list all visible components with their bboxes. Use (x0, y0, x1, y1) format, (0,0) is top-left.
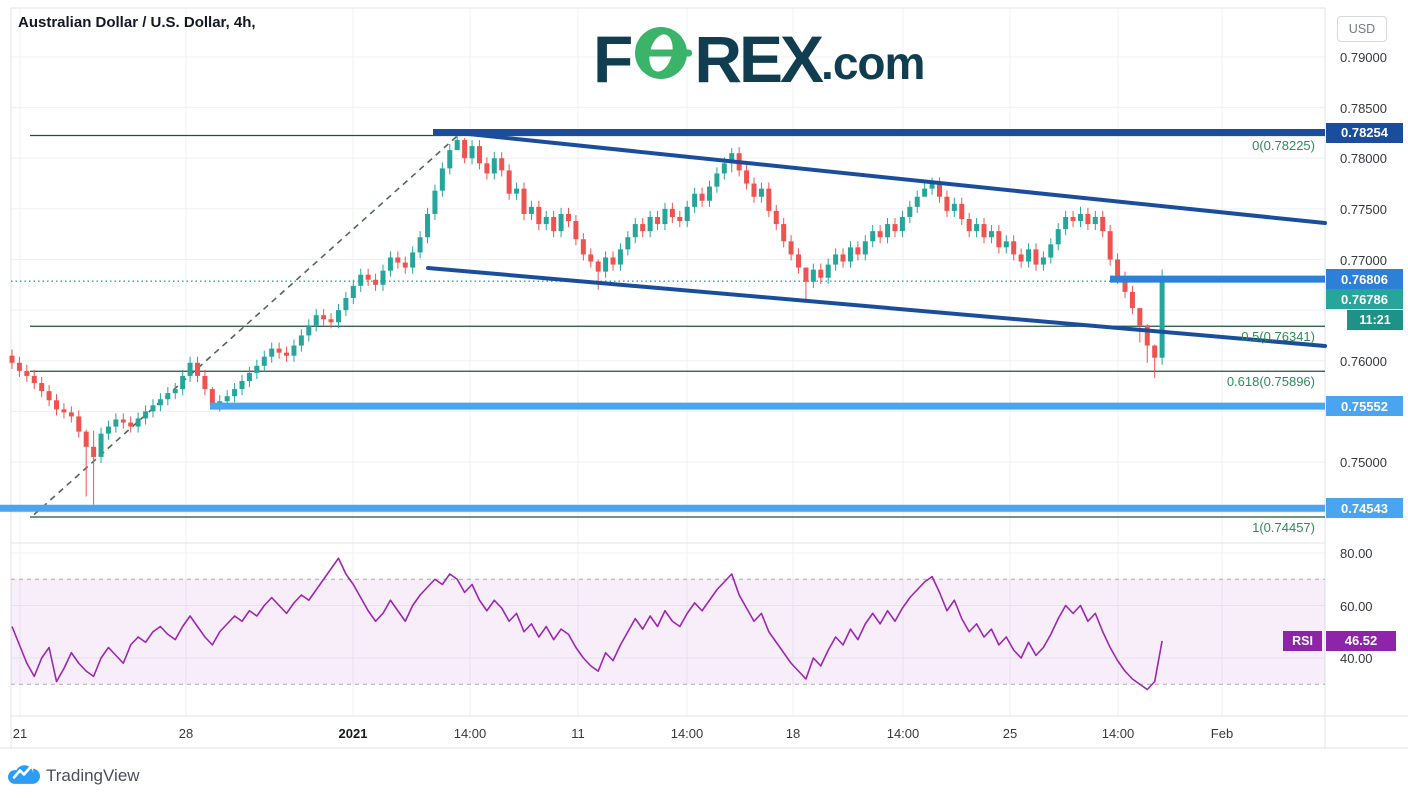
time-tick-label: 14:00 (886, 726, 920, 741)
candles-layer (9, 135, 1165, 505)
tradingview-brand-text: TradingView (46, 766, 140, 785)
time-tick-label: 28 (178, 726, 194, 741)
time-tick-label: 25 (1002, 726, 1018, 741)
time-tick-label: 14:00 (1101, 726, 1135, 741)
current-price-badge: 0.76786 (1326, 289, 1403, 310)
channel-trendline-upper[interactable] (456, 130, 1327, 226)
tradingview-attribution[interactable]: TradingView (8, 760, 140, 792)
price-tick-label: 0.77000 (1340, 252, 1387, 268)
price-tick-label: 0.77500 (1340, 201, 1387, 217)
fib-level-label-1: 0.5(0.76341) (1241, 329, 1315, 345)
time-tick-label: 18 (785, 726, 801, 741)
rsi-line (11, 557, 1163, 691)
time-tick-label: 2021 (338, 726, 368, 741)
price-tick-label: 0.78500 (1340, 100, 1387, 116)
forex-watermark-dotcom: .com (821, 37, 925, 89)
time-tick-label: Feb (1210, 726, 1234, 741)
time-tick-label: 14:00 (453, 726, 487, 741)
rsi-band (11, 579, 1325, 685)
fib-level-label-2: 0.618(0.75896) (1226, 374, 1315, 390)
price-tick-label: 0.79000 (1340, 50, 1387, 65)
forex-watermark: F REX .com (593, 22, 925, 96)
axis-badge-breakdown-level: 0.76806 (1326, 269, 1403, 290)
fib-level-label-0: 0(0.78225) (1252, 138, 1315, 154)
forex-watermark-f: F (593, 22, 633, 96)
rsi-tick-label: 80.00 (1340, 546, 1373, 561)
axis-badge-support-low: 0.74543 (1326, 498, 1403, 519)
symbol-title: Australian Dollar / U.S. Dollar, 4h, (18, 14, 256, 31)
rsi-name-badge: RSI (1283, 630, 1322, 651)
fib-trendline (33, 133, 460, 516)
countdown-badge: 11:21 (1347, 310, 1403, 331)
forex-watermark-rex: REX (694, 22, 824, 96)
tradingview-cloud-icon (8, 760, 40, 792)
axis-badge-support-mid: 0.75552 (1326, 396, 1403, 417)
price-tick-label: 0.78000 (1340, 151, 1387, 167)
time-tick-label: 11 (571, 726, 585, 741)
time-tick-label: 14:00 (670, 726, 704, 741)
quote-currency-button[interactable]: USD (1337, 16, 1387, 42)
rsi-tick-label: 40.00 (1340, 651, 1373, 666)
time-tick-label: 21 (12, 726, 28, 741)
axis-badge-resistance-high: 0.78254 (1326, 122, 1403, 143)
price-tick-label: 0.75000 (1340, 455, 1387, 470)
rsi-value-badge: 46.52 (1326, 630, 1396, 651)
rsi-tick-label: 60.00 (1340, 598, 1373, 614)
forex-logo-o-icon (634, 25, 693, 86)
channel-trendline-lower[interactable] (426, 266, 1327, 348)
fib-level-label-3: 1(0.74457) (1252, 519, 1315, 535)
price-tick-label: 0.76000 (1340, 353, 1387, 369)
